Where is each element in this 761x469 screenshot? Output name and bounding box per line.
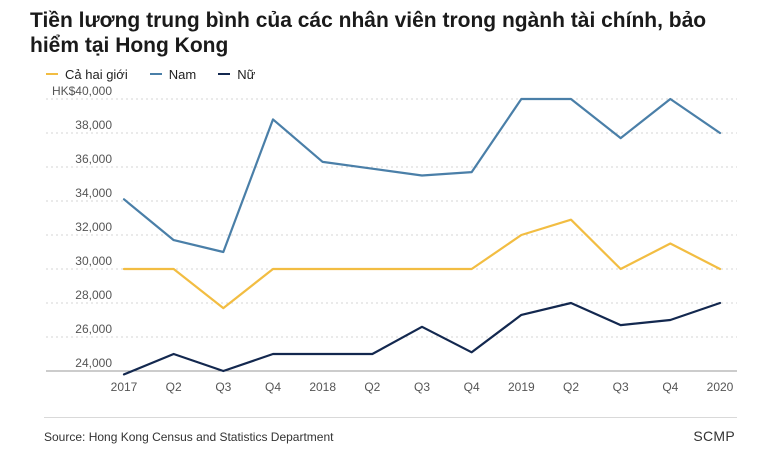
y-tick-label: 38,000: [75, 118, 112, 132]
legend-label: Cả hai giới: [65, 66, 128, 82]
legend-item-2: Nữ: [218, 67, 255, 82]
x-tick-label: Q2: [563, 380, 579, 394]
x-axis-ticks: 2017 Q2 Q3 Q4 2018 Q2 Q3 Q4 2019 Q2 Q3 Q4 2020: [111, 380, 734, 394]
y-axis-ticks: 24,000 26,000 28,000 30,000 32,000 34,000 36,0…: [52, 84, 112, 370]
series-line-0: [122, 218, 722, 310]
legend-swatch: [46, 73, 58, 75]
x-tick-label: 2019: [508, 380, 535, 394]
y-tick-label: HK$40,000: [52, 84, 112, 98]
series-line-2: [122, 301, 722, 376]
x-tick-label: Q4: [662, 380, 678, 394]
x-tick-label: Q3: [414, 380, 430, 394]
chart-title: Tiền lương trung bình của các nhân viên …: [30, 9, 707, 57]
y-tick-label: 28,000: [75, 288, 112, 302]
y-tick-label: 24,000: [75, 356, 112, 370]
y-tick-label: 30,000: [75, 254, 112, 268]
x-tick-label: 2018: [309, 380, 336, 394]
x-tick-label: 2017: [111, 380, 138, 394]
footer-divider: [44, 417, 737, 418]
y-tick-label: 26,000: [75, 322, 112, 336]
series-line-1: [122, 97, 722, 254]
x-tick-label: Q4: [464, 380, 480, 394]
y-tick-label: 34,000: [75, 186, 112, 200]
legend-swatch: [149, 73, 162, 75]
series-lines: [122, 97, 722, 376]
legend-item-0: Cả hai giới: [46, 67, 128, 82]
legend-label: Nữ: [237, 66, 256, 82]
grid-lines: [46, 98, 737, 372]
x-tick-label: Q2: [364, 380, 380, 394]
y-tick-label: 36,000: [75, 152, 112, 166]
x-tick-label: Q3: [215, 380, 231, 394]
brand-logo-text: SCMP: [693, 428, 735, 444]
source-note: Source: Hong Kong Census and Statistics …: [44, 430, 334, 444]
x-tick-label: Q4: [265, 380, 281, 394]
y-tick-label: 32,000: [75, 220, 112, 234]
chart-legend: Cả hai giới Nam Nữ: [46, 66, 277, 82]
x-tick-label: 2020: [707, 380, 734, 394]
legend-label: Nam: [168, 66, 197, 82]
x-tick-label: Q2: [166, 380, 182, 394]
legend-item-1: Nam: [149, 66, 197, 82]
x-tick-label: Q3: [613, 380, 629, 394]
legend-swatch: [218, 73, 231, 75]
